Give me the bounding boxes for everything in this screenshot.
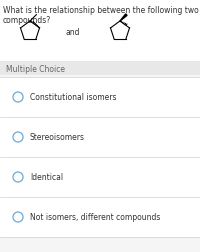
FancyBboxPatch shape <box>0 0 200 62</box>
Text: Multiple Choice: Multiple Choice <box>6 64 65 73</box>
FancyBboxPatch shape <box>0 117 200 158</box>
FancyBboxPatch shape <box>0 158 200 197</box>
Text: Constitutional isomers: Constitutional isomers <box>30 93 116 102</box>
FancyBboxPatch shape <box>0 197 200 237</box>
Text: and: and <box>66 27 80 36</box>
Text: Stereoisomers: Stereoisomers <box>30 133 85 142</box>
FancyBboxPatch shape <box>0 78 200 117</box>
Text: Identical: Identical <box>30 173 63 182</box>
Text: What is the relationship between the following two compounds?: What is the relationship between the fol… <box>3 6 199 25</box>
FancyBboxPatch shape <box>0 62 200 252</box>
Polygon shape <box>120 15 127 22</box>
FancyBboxPatch shape <box>0 62 200 76</box>
Text: Not isomers, different compounds: Not isomers, different compounds <box>30 213 160 222</box>
